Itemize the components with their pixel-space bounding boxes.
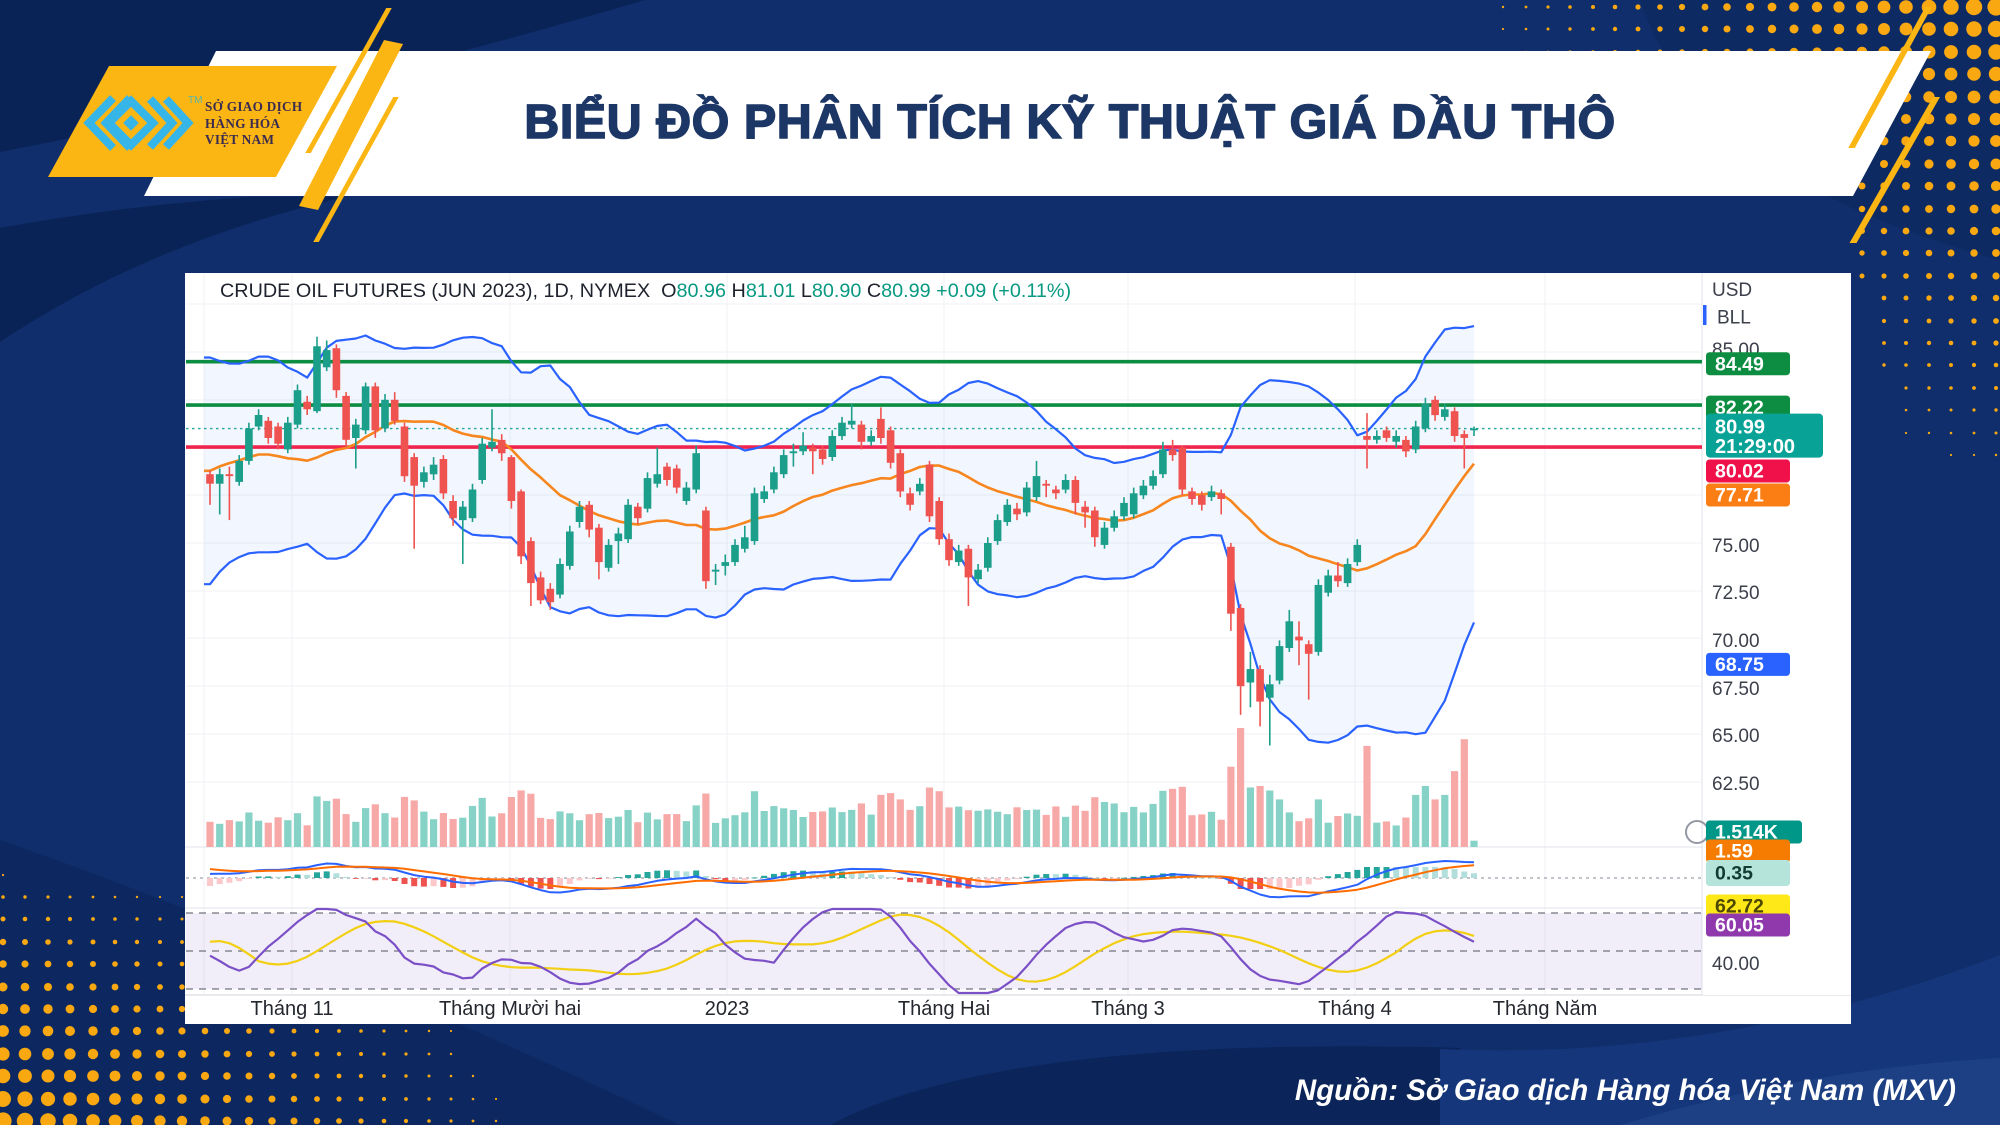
svg-text:1.59: 1.59: [1715, 841, 1753, 863]
svg-text:USD: USD: [1712, 280, 1752, 301]
svg-text:60.05: 60.05: [1715, 915, 1764, 937]
svg-text:67.50: 67.50: [1712, 679, 1760, 700]
svg-text:2023: 2023: [705, 998, 750, 1020]
svg-text:0.35: 0.35: [1715, 863, 1753, 885]
svg-text:Tháng Mười hai: Tháng Mười hai: [439, 998, 581, 1020]
svg-text:Tháng Hai: Tháng Hai: [898, 998, 990, 1020]
svg-text:62.72: 62.72: [1715, 896, 1764, 918]
svg-text:75.00: 75.00: [1712, 536, 1760, 557]
svg-text:Tháng Năm: Tháng Năm: [1493, 998, 1598, 1020]
svg-text:40.00: 40.00: [1712, 954, 1760, 975]
svg-text:TM: TM: [188, 95, 202, 106]
svg-text:82.22: 82.22: [1715, 397, 1764, 419]
svg-text:21:29:00: 21:29:00: [1715, 436, 1795, 458]
svg-text:68.75: 68.75: [1715, 654, 1764, 676]
svg-text:72.50: 72.50: [1712, 583, 1760, 604]
svg-text:77.71: 77.71: [1715, 485, 1764, 507]
svg-text:65.00: 65.00: [1712, 726, 1760, 747]
svg-text:70.00: 70.00: [1712, 631, 1760, 652]
svg-text:BLL: BLL: [1717, 308, 1751, 329]
svg-text:CRUDE OIL FUTURES (JUN 2023),: CRUDE OIL FUTURES (JUN 2023), 1D, NYMEX …: [220, 280, 1071, 302]
svg-text:80.99: 80.99: [1715, 417, 1765, 439]
svg-text:62.50: 62.50: [1712, 774, 1760, 795]
svg-text:Tháng 4: Tháng 4: [1318, 998, 1391, 1020]
svg-text:80.02: 80.02: [1715, 461, 1764, 483]
svg-text:84.49: 84.49: [1715, 353, 1764, 375]
svg-text:1.514K: 1.514K: [1715, 822, 1778, 844]
svg-text:Tháng 11: Tháng 11: [250, 998, 333, 1020]
svg-text:Tháng 3: Tháng 3: [1091, 998, 1164, 1020]
